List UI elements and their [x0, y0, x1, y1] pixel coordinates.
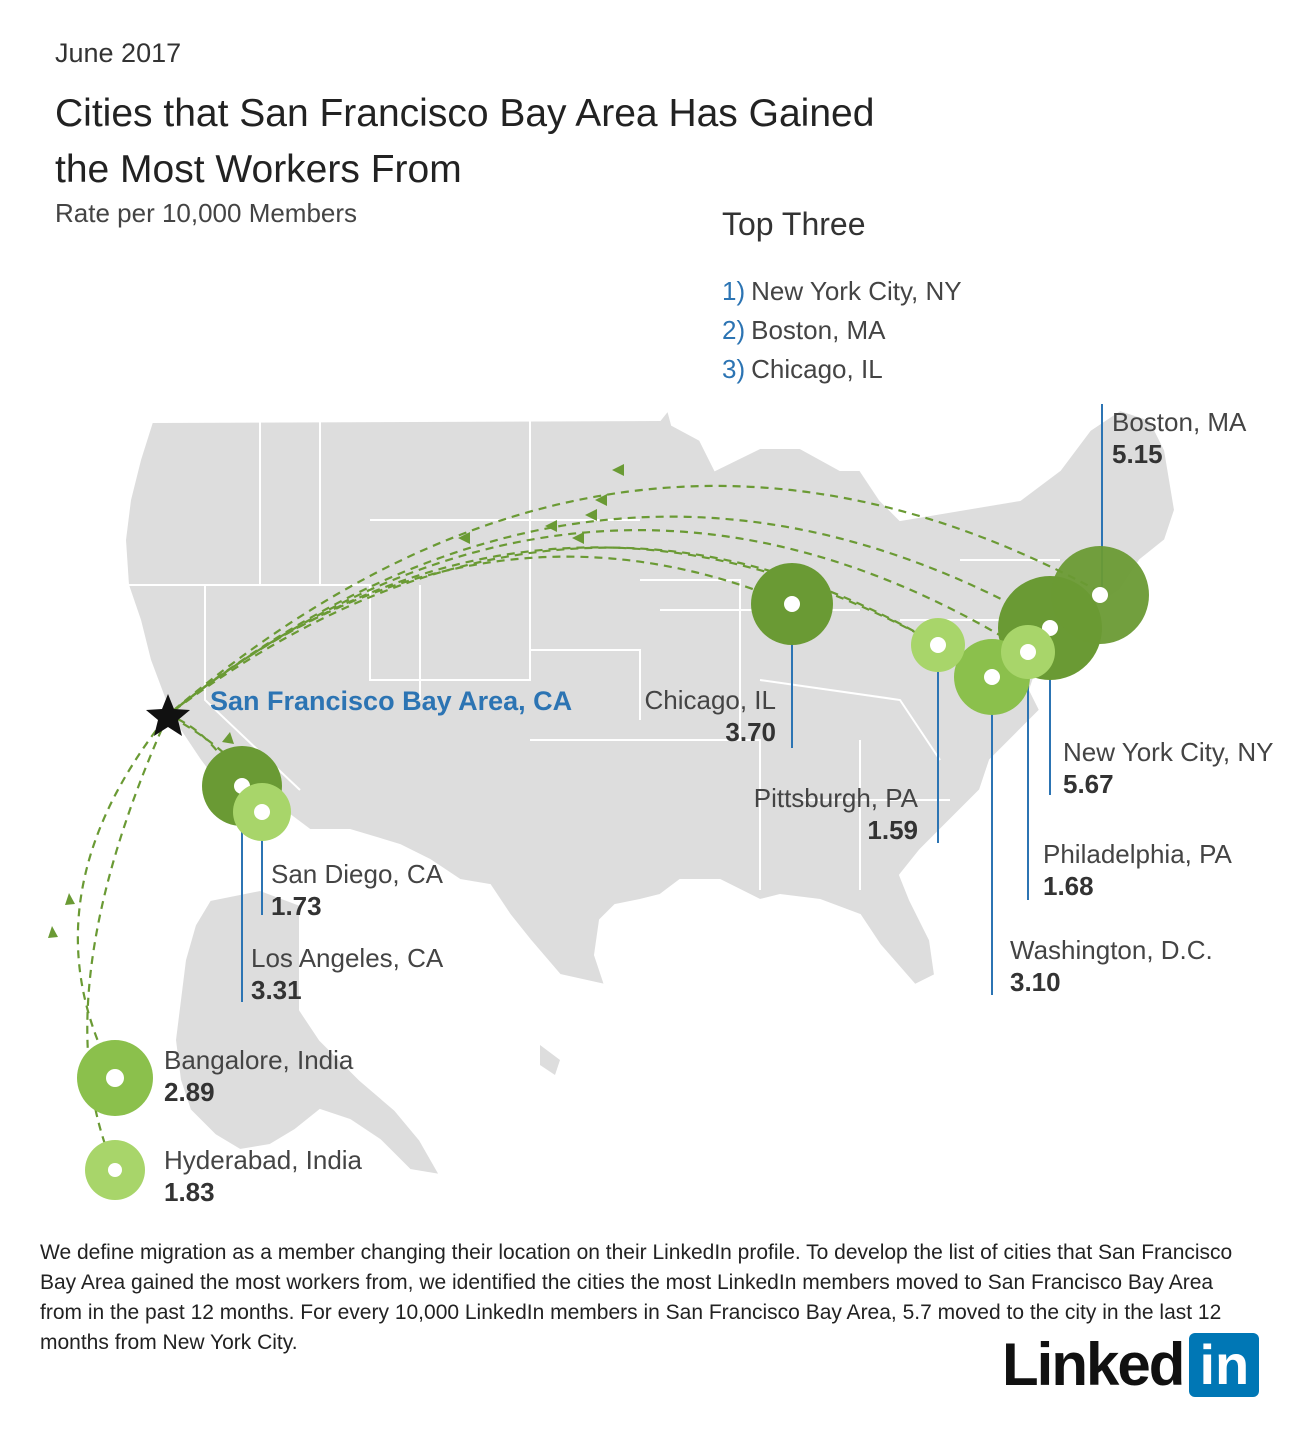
top-three-list: 1) New York City, NY 2) Boston, MA 3) Chica… [722, 272, 962, 389]
city-label-new-york: New York City, NY 5.67 [1063, 737, 1274, 799]
city-label-los-angeles: Los Angeles, CA 3.31 [251, 943, 444, 1005]
top-three-item: 1) New York City, NY [722, 276, 962, 306]
city-label-philadelphia: Philadelphia, PA 1.68 [1043, 839, 1232, 901]
city-label-washington: Washington, D.C. 3.10 [1010, 935, 1213, 997]
top-three-item: 2) Boston, MA [722, 315, 886, 345]
top-three-title: Top Three [722, 206, 866, 242]
alaska-landmass [173, 888, 442, 1177]
city-label-pittsburgh: Pittsburgh, PA 1.59 [753, 783, 918, 845]
city-label-hyderabad: Hyderabad, India 1.83 [164, 1145, 363, 1207]
city-label-boston: Boston, MA 5.15 [1112, 407, 1247, 469]
migration-arrows [76, 484, 1101, 1171]
city-label-chicago: Chicago, IL 3.70 [644, 685, 776, 747]
page-title: Cities that San Francisco Bay Area Has G… [55, 92, 875, 191]
page-subtitle: Rate per 10,000 Members [55, 198, 358, 228]
methodology-footnote: We define migration as a member changing… [40, 1241, 1233, 1354]
date-label: June 2017 [55, 38, 182, 68]
linkedin-logo: Linked in [1002, 1333, 1260, 1397]
city-label-bangalore: Bangalore, India 2.89 [164, 1045, 354, 1107]
top-three-item: 3) Chicago, IL [722, 354, 883, 384]
origin-label: San Francisco Bay Area, CA [210, 686, 573, 716]
city-label-san-diego: San Diego, CA 1.73 [271, 859, 443, 921]
hawaii-landmass [540, 1045, 560, 1075]
city-bubbles [77, 546, 1149, 1200]
star-icon [146, 694, 190, 736]
